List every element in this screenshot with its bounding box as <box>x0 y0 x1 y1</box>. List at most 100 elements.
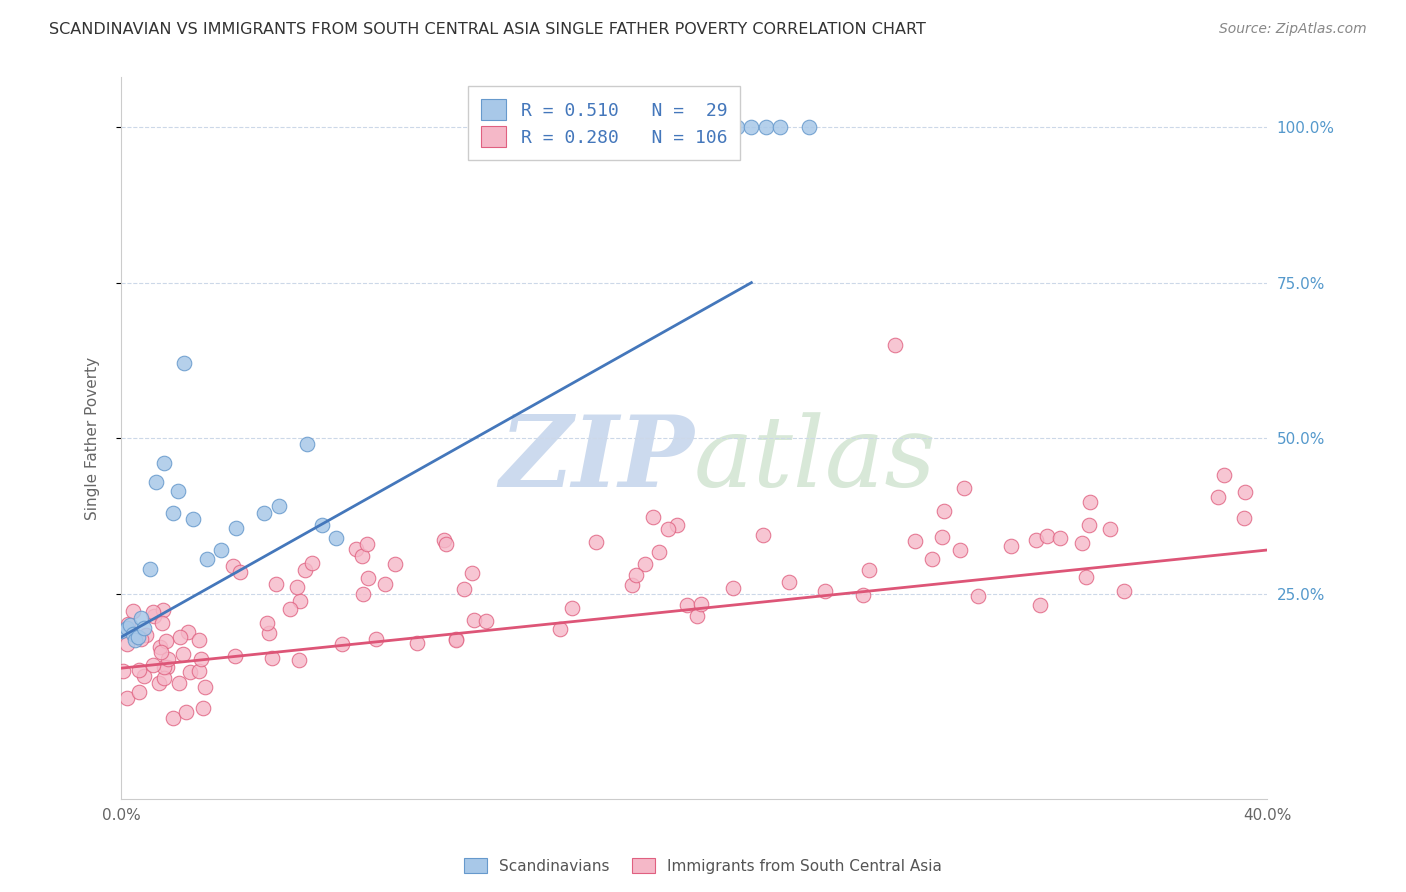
Point <box>155 634 177 648</box>
Point <box>1076 570 1098 584</box>
Point <box>797 120 820 135</box>
Point <box>128 663 150 677</box>
Point <box>297 437 319 451</box>
Point <box>142 609 165 624</box>
Point <box>191 700 214 714</box>
Point <box>1114 584 1136 599</box>
Point <box>127 630 149 644</box>
Point <box>162 711 184 725</box>
Point <box>921 552 943 566</box>
Point <box>676 599 699 613</box>
Point <box>463 613 485 627</box>
Point <box>134 669 156 683</box>
Point <box>643 510 665 524</box>
Point <box>585 535 607 549</box>
Point <box>195 552 218 566</box>
Point <box>222 559 245 574</box>
Point <box>257 625 280 640</box>
Point <box>149 640 172 654</box>
Point <box>225 521 247 535</box>
Point <box>755 120 778 135</box>
Point <box>624 567 647 582</box>
Point <box>1206 490 1229 504</box>
Point <box>117 637 139 651</box>
Point <box>444 633 467 648</box>
Point <box>169 631 191 645</box>
Point <box>904 533 927 548</box>
Point <box>253 506 276 520</box>
Point <box>162 506 184 520</box>
Point <box>167 483 190 498</box>
Point <box>952 481 974 495</box>
Point <box>177 624 200 639</box>
Point <box>128 684 150 698</box>
Text: ZIP: ZIP <box>499 411 695 508</box>
Point <box>142 658 165 673</box>
Point <box>752 528 775 542</box>
Legend: Scandinavians, Immigrants from South Central Asia: Scandinavians, Immigrants from South Cen… <box>457 852 949 880</box>
Point <box>721 581 744 595</box>
Point <box>1078 495 1101 509</box>
Point <box>115 690 138 705</box>
Y-axis label: Single Father Poverty: Single Father Poverty <box>86 357 100 520</box>
Point <box>121 627 143 641</box>
Point <box>657 522 679 536</box>
Point <box>1049 531 1071 545</box>
Point <box>150 644 173 658</box>
Point <box>352 549 374 564</box>
Point <box>110 624 132 638</box>
Point <box>548 622 571 636</box>
Text: Source: ZipAtlas.com: Source: ZipAtlas.com <box>1219 22 1367 37</box>
Point <box>145 475 167 489</box>
Point <box>153 659 176 673</box>
Point <box>1098 522 1121 536</box>
Point <box>740 120 762 135</box>
Point <box>374 577 396 591</box>
Point <box>188 632 211 647</box>
Point <box>433 533 456 547</box>
Point <box>858 563 880 577</box>
Point <box>406 636 429 650</box>
Point <box>188 664 211 678</box>
Point <box>256 616 278 631</box>
Point <box>778 574 800 589</box>
Point <box>711 120 734 135</box>
Point <box>1025 533 1047 547</box>
Point <box>224 649 246 664</box>
Point <box>117 617 139 632</box>
Point <box>648 544 671 558</box>
Point <box>384 557 406 571</box>
Point <box>142 605 165 619</box>
Point <box>475 614 498 628</box>
Point <box>294 563 316 577</box>
Point <box>157 652 180 666</box>
Point <box>121 604 143 618</box>
Point <box>153 456 176 470</box>
Point <box>190 652 212 666</box>
Point <box>288 653 311 667</box>
Point <box>1028 598 1050 612</box>
Point <box>332 637 354 651</box>
Point <box>311 518 333 533</box>
Point <box>264 576 287 591</box>
Point <box>686 608 709 623</box>
Point <box>209 543 232 558</box>
Point <box>179 665 201 679</box>
Point <box>172 647 194 661</box>
Point <box>561 600 583 615</box>
Point <box>267 500 290 514</box>
Point <box>262 651 284 665</box>
Point <box>174 705 197 719</box>
Point <box>883 338 905 352</box>
Point <box>852 588 875 602</box>
Point <box>461 566 484 580</box>
Point <box>153 672 176 686</box>
Point <box>666 517 689 532</box>
Point <box>931 530 953 544</box>
Point <box>150 615 173 630</box>
Point <box>135 628 157 642</box>
Point <box>1036 529 1059 543</box>
Point <box>344 542 367 557</box>
Point <box>112 665 135 679</box>
Point <box>124 633 146 648</box>
